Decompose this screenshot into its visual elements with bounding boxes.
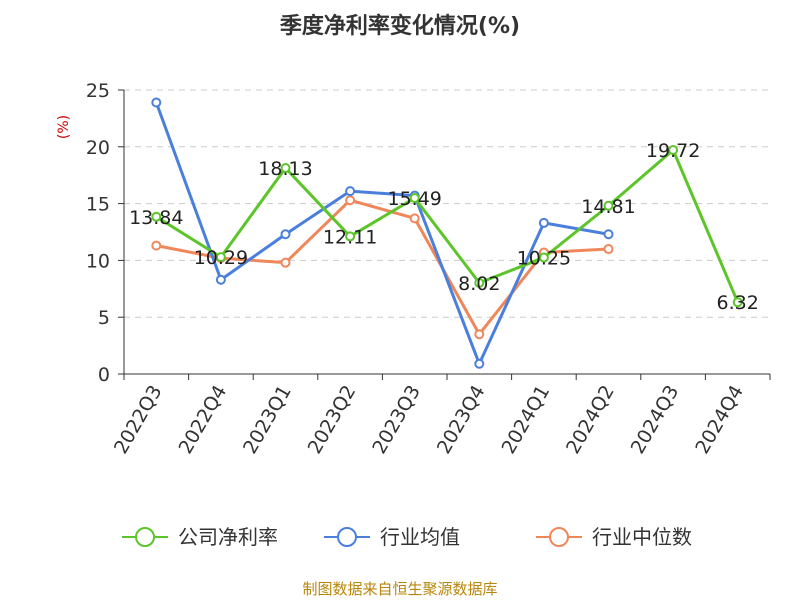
grid-lines xyxy=(124,89,770,318)
data-point xyxy=(345,186,356,197)
legend-item: 行业均值 xyxy=(324,525,460,549)
y-tick-label: 5 xyxy=(98,307,110,329)
data-label: 12.11 xyxy=(323,226,377,248)
x-tick-label: 2022Q3 xyxy=(110,382,167,458)
data-point xyxy=(603,244,614,255)
x-tick-label: 2024Q3 xyxy=(627,382,684,458)
series-group xyxy=(151,97,743,369)
y-tick-label: 10 xyxy=(86,250,110,272)
legend-marker xyxy=(337,527,357,547)
data-point xyxy=(215,252,226,263)
data-point xyxy=(151,240,162,251)
data-label: 18.13 xyxy=(258,158,312,180)
x-tick-label: 2023Q1 xyxy=(239,382,296,458)
data-label: 14.81 xyxy=(581,196,635,218)
data-labels: 13.84 10.29 18.13 12.11 15.49 8.02 10.25 14.81 1… xyxy=(129,140,759,314)
data-label: 13.84 xyxy=(129,207,183,229)
legend-item: 公司净利率 xyxy=(122,525,278,549)
data-point xyxy=(474,277,485,288)
data-point xyxy=(151,211,162,222)
data-point xyxy=(409,213,420,224)
series-line xyxy=(156,198,609,336)
y-tick-label: 25 xyxy=(86,80,110,102)
source-note: 制图数据来自恒生聚源数据库 xyxy=(302,580,497,598)
data-point xyxy=(474,358,485,369)
data-point xyxy=(215,274,226,285)
series-2 xyxy=(151,195,614,340)
data-point xyxy=(280,229,291,240)
x-tick-label: 2023Q3 xyxy=(368,382,425,458)
y-tick-label: 15 xyxy=(86,194,110,216)
legend-label: 行业中位数 xyxy=(592,525,692,549)
legend-label: 公司净利率 xyxy=(178,525,278,549)
data-point xyxy=(603,229,614,240)
legend-marker xyxy=(135,527,155,547)
data-point xyxy=(538,217,549,228)
x-tick-label: 2024Q4 xyxy=(691,382,748,458)
data-point xyxy=(474,329,485,340)
y-axis-label: (%) xyxy=(56,115,72,139)
data-point xyxy=(538,252,549,263)
x-tick-label: 2024Q1 xyxy=(497,382,554,458)
data-label: 8.02 xyxy=(458,273,500,295)
y-tick-label: 0 xyxy=(98,364,110,386)
data-point xyxy=(280,163,291,174)
x-tick-label: 2024Q2 xyxy=(562,382,619,458)
data-point xyxy=(345,231,356,242)
x-tick-label: 2023Q2 xyxy=(304,382,361,458)
data-label: 10.29 xyxy=(194,247,248,269)
chart-title: 季度净利率变化情况(%) xyxy=(280,13,520,39)
series-1 xyxy=(151,97,614,369)
data-point xyxy=(668,144,679,155)
x-tick-label: 2022Q4 xyxy=(174,382,231,458)
data-point xyxy=(280,257,291,268)
data-point xyxy=(151,97,162,108)
legend-label: 行业均值 xyxy=(380,525,460,549)
axes: 0 5 10 15 20 25 2022Q3 2022Q4 2023Q1 2023Q2 2023Q3… xyxy=(86,80,771,458)
data-label: 15.49 xyxy=(387,188,441,210)
data-point xyxy=(345,195,356,206)
data-point xyxy=(409,193,420,204)
legend: 公司净利率 行业均值 行业中位数 xyxy=(122,525,692,549)
data-label: 19.72 xyxy=(646,140,700,162)
x-tick-label: 2023Q4 xyxy=(433,382,490,458)
legend-item: 行业中位数 xyxy=(536,525,692,549)
data-point xyxy=(732,297,743,308)
y-tick-label: 20 xyxy=(86,137,110,159)
legend-marker xyxy=(549,527,569,547)
series-line xyxy=(154,101,609,366)
series-0 xyxy=(151,144,743,308)
data-label: 6.32 xyxy=(717,292,759,314)
data-label: 10.25 xyxy=(517,248,571,270)
data-point xyxy=(603,200,614,211)
series-line xyxy=(155,148,740,303)
